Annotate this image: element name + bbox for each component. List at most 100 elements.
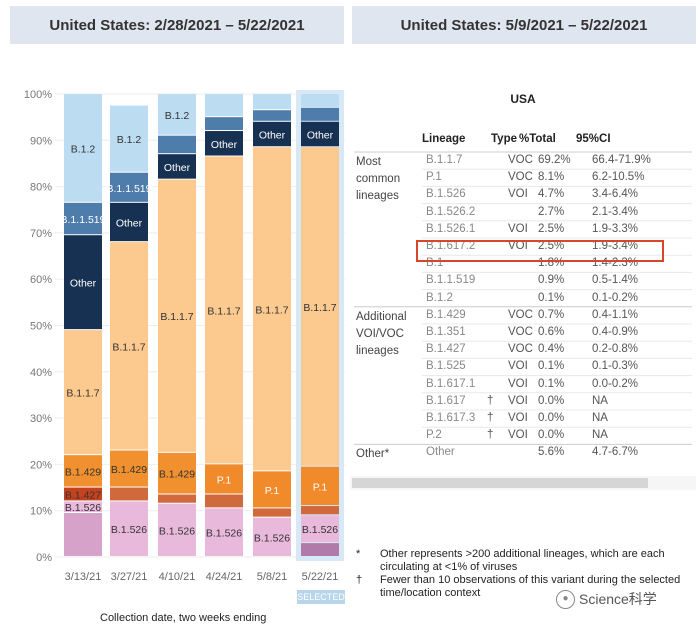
bar-segment[interactable] [110,172,148,202]
type-cell: VOC [508,326,533,338]
lineage-cell: B.1.429 [426,308,466,321]
bar-segment[interactable] [205,464,243,494]
pct-cell: 0.1% [538,291,565,304]
bar-segment-label: Other [211,139,238,151]
bar-segment[interactable] [158,452,196,494]
x-tick-label: 4/10/21 [158,571,196,583]
bar-segment-label: B.1.526 [159,525,195,537]
y-tick-label: 70% [30,228,52,240]
bar-segment[interactable] [110,501,148,556]
bar-segment[interactable] [64,455,102,487]
bar-segment[interactable] [253,508,291,517]
bar-segment[interactable] [158,179,196,452]
bar-segment-label: Other [164,162,191,174]
ci-cell: 0.2-0.8% [592,343,639,356]
bar-segment[interactable] [205,117,243,131]
bar-segment[interactable] [110,202,148,242]
ci-cell: 1.9-3.4% [592,240,639,252]
pct-cell: 69.2% [538,154,571,166]
pct-cell: 4.7% [538,188,565,201]
ci-cell: NA [592,429,608,442]
bar-segment-label: P.1 [265,485,280,497]
ci-cell: 0.4-0.9% [592,326,639,338]
bar-segment[interactable] [64,235,102,330]
selected-indicator[interactable]: SELECTED [297,590,345,604]
group-label: Other* [356,448,390,461]
pct-cell: 0.1% [538,360,565,373]
col-header-ci: 95%CI [576,133,611,145]
ci-cell: 2.1-3.4% [592,205,639,218]
bar-segment[interactable] [253,110,291,121]
bar-segment[interactable] [301,107,339,121]
pct-cell: 5.6% [538,446,565,459]
lineage-cell: B.1.617.2 [426,240,476,252]
scrollbar-thumb[interactable] [352,478,648,488]
bar-segment-label: B.1.526 [254,532,290,544]
bar-segment[interactable] [205,508,243,556]
bar-segment[interactable] [158,154,196,179]
ci-cell: 1.9-3.3% [592,222,639,235]
ci-cell: 3.4-6.4% [592,188,639,201]
bar-segment-label: Other [259,130,286,142]
type-cell: VOI [508,188,528,201]
pct-cell: 8.1% [538,171,565,184]
pct-cell: 2.5% [538,222,565,235]
footnote-mark: † [487,394,494,407]
bar-segment[interactable] [301,506,339,515]
x-tick-label: 3/27/21 [110,571,148,583]
bar-segment-label: P.1 [313,481,328,493]
pct-cell: 2.5% [538,240,565,252]
bar-segment[interactable] [158,503,196,556]
pct-cell: 2.7% [538,205,565,218]
bar-segment[interactable] [110,105,148,172]
x-axis-title: Collection date, two weeks ending [100,612,267,624]
bar-segment[interactable] [205,94,243,117]
bar-segment[interactable] [110,242,148,450]
bar-segment[interactable] [301,466,339,506]
bar-segment[interactable] [301,543,339,556]
bar-segment-label: B.1.427 [65,489,101,501]
bar-segment[interactable] [158,135,196,154]
bar-segment[interactable] [253,517,291,556]
bar-segment[interactable] [205,156,243,464]
bar-segment[interactable] [205,131,243,156]
bar-segment[interactable] [205,494,243,508]
bar-segment[interactable] [110,487,148,501]
bar-segment[interactable] [253,121,291,147]
type-cell: VOC [508,171,533,184]
table-title: USA [510,92,536,106]
bar-segment-label: B.1.429 [65,466,101,478]
bar-segment[interactable] [301,147,339,466]
pct-cell: 0.7% [538,308,565,321]
bar-segment[interactable] [158,494,196,503]
bar-segment[interactable] [301,94,339,107]
bar-segment-label: B.1.1.7 [66,388,99,400]
bar-segment-label: B.1.1.7 [303,302,336,314]
lineage-cell: B.1.617.1 [426,377,476,390]
y-tick-label: 90% [30,135,52,147]
footnote: * Other represents >200 additional lineag… [356,548,665,573]
bar-segment[interactable] [64,487,102,501]
lineage-cell: P.1 [426,171,442,184]
bar-segment[interactable] [64,330,102,455]
type-cell: VOI [508,222,528,235]
table-grid [354,151,692,445]
bar-segment[interactable] [64,501,102,513]
bar-segment[interactable] [301,121,339,147]
type-cell: VOI [508,360,528,373]
lineage-cell: Other [426,446,455,459]
bar-segment[interactable] [158,94,196,135]
bar-segment[interactable] [110,450,148,487]
bar-segment[interactable] [301,515,339,543]
bar-segment[interactable] [64,202,102,235]
bar-segment[interactable] [253,94,291,110]
ci-cell: 0.1-0.2% [592,291,639,304]
lineage-cell: B.1.1.7 [426,154,463,166]
bar-segment[interactable] [253,147,291,471]
type-cell: VOI [508,412,528,424]
bar-segment[interactable] [64,513,102,556]
bar-segment[interactable] [253,471,291,508]
x-tick-label: 3/13/21 [64,571,102,583]
watermark: ● Science科学 [556,589,657,609]
bar-segment[interactable] [64,94,102,202]
